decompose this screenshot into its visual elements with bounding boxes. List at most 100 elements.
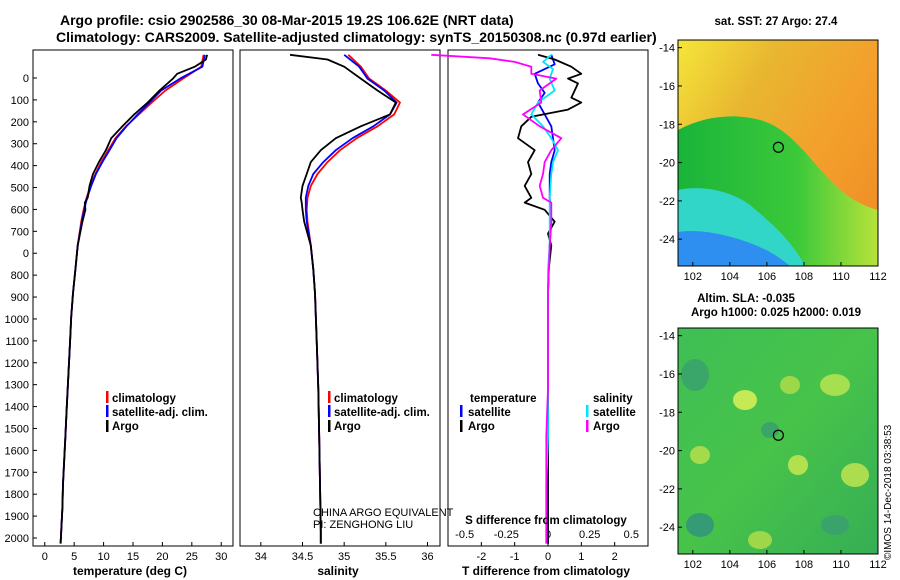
depth-tick-label: 1100	[5, 336, 29, 348]
sla-blob	[821, 515, 849, 535]
map-y-tick-label: -18	[659, 119, 675, 131]
legend-swatch-argo	[328, 420, 331, 432]
x-tick-label: -2	[476, 551, 486, 563]
map-x-tick-label: 106	[758, 559, 776, 571]
map-y-tick-label: -16	[659, 81, 675, 93]
x-tick-label: 36	[421, 551, 433, 563]
legend-swatch-s-satellite	[586, 405, 589, 417]
sst-x-ticks: 102 104 106 108 110 112	[684, 262, 887, 283]
legend-satellite-adj: satellite-adj. clim.	[334, 407, 430, 419]
temperature-panel: 0100200300400500600700080090010001100120…	[5, 49, 234, 578]
series-line-satellite-adj-clim-	[59, 54, 206, 544]
map-x-tick-label: 106	[758, 271, 776, 283]
map-x-tick-label: 112	[869, 271, 887, 283]
legend-swatch-satellite	[328, 405, 331, 417]
map-y-tick-label: -24	[659, 522, 675, 534]
depth-tick-label: 0	[23, 248, 29, 260]
salinity-legend: climatology satellite-adj. clim. Argo	[328, 391, 430, 433]
map-x-tick-label: 108	[795, 559, 813, 571]
legend-salinity-title: salinity	[593, 393, 633, 405]
depth-tick-label: 900	[11, 292, 29, 304]
series-line-climatology	[59, 54, 205, 544]
depth-tick-label: 1500	[5, 423, 29, 435]
x-tick-label: 2	[612, 551, 618, 563]
salinity-panel: 34 34.5 35 35.5 36 salinity climatology sate…	[239, 49, 454, 578]
x-tick-label: 25	[186, 551, 198, 563]
x-tick-label: 34	[255, 551, 267, 563]
temperature-lines	[59, 54, 208, 544]
depth-tick-label: 800	[11, 270, 29, 282]
sla-argo-marker	[772, 429, 784, 441]
x-tick-label: 35	[338, 551, 350, 563]
difference-panel: -2 -1 0 1 2 -0.5 -0.25 0 0.25 0.5 T difference f…	[431, 49, 649, 578]
title-line-1: Argo profile: csio 2902586_30 08-Mar-201…	[60, 12, 514, 28]
map-x-tick-label: 110	[832, 271, 850, 283]
depth-tick-label: 300	[11, 139, 29, 151]
x-tick-label: 0	[545, 551, 551, 563]
legend-climatology: climatology	[334, 393, 399, 405]
x-tick-label: 15	[127, 551, 139, 563]
series-line-argo	[289, 53, 397, 544]
sst-map-panel: sat. SST: 27 Argo: 27.4 -14-16-18-20-22-…	[659, 16, 887, 283]
sla-y-ticks: -14 -16 -18 -20 -22 -24	[659, 331, 682, 534]
series-line-climatology	[305, 54, 401, 544]
legend-swatch-climatology	[106, 391, 109, 403]
map-y-tick-label: -18	[659, 407, 675, 419]
x-tick-label: 34.5	[292, 551, 313, 563]
x-tick-label: 10	[97, 551, 109, 563]
s-diff-tick-label: 0.5	[624, 529, 639, 541]
legend-s-argo: Argo	[593, 421, 620, 433]
temperature-x-ticks: 0 5 10 15 20 25 30	[42, 542, 227, 563]
sla-blob	[820, 374, 850, 396]
legend-swatch-s-argo	[586, 420, 589, 432]
legend-t-satellite: satellite	[468, 407, 511, 419]
x-tick-label: 1	[578, 551, 584, 563]
salinity-frame	[239, 49, 441, 547]
sla-blob	[690, 446, 710, 464]
legend-swatch-climatology	[328, 391, 331, 403]
depth-tick-label: 1400	[5, 402, 29, 414]
sla-blob	[733, 390, 757, 410]
depth-tick-label: 100	[11, 95, 29, 107]
map-y-tick-label: -16	[659, 369, 675, 381]
sla-blob	[686, 513, 714, 537]
map-y-tick-label: -14	[659, 43, 675, 55]
legend-temperature-title: temperature	[470, 393, 536, 405]
sst-frame	[677, 39, 879, 267]
title-line-2: Climatology: CARS2009. Satellite-adjuste…	[56, 29, 657, 45]
imos-timestamp: ©IMOS 14-Dec-2018 03:38:53	[883, 424, 894, 560]
legend-swatch-satellite	[106, 405, 109, 417]
sla-blob	[788, 455, 808, 475]
series-line-s-argo	[431, 53, 563, 544]
map-y-tick-label: -22	[659, 196, 675, 208]
depth-tick-label: 700	[11, 226, 29, 238]
legend-s-satellite: satellite	[593, 407, 636, 419]
map-x-tick-label: 102	[684, 559, 702, 571]
sla-x-ticks: 102 104 106 108 110 112	[684, 550, 887, 571]
legend-argo: Argo	[112, 421, 139, 433]
legend-satellite-adj: satellite-adj. clim.	[112, 407, 208, 419]
depth-tick-label: 500	[11, 183, 29, 195]
map-x-tick-label: 102	[684, 271, 702, 283]
map-x-tick-label: 110	[832, 559, 850, 571]
depth-tick-label: 1800	[5, 489, 29, 501]
sla-blob	[841, 463, 869, 487]
map-y-tick-label: -20	[659, 158, 675, 170]
depth-tick-label: 1900	[5, 511, 29, 523]
s-diff-tick-label: 0.25	[579, 529, 600, 541]
s-diff-tick-label: -0.5	[455, 529, 474, 541]
map-y-tick-label: -14	[659, 331, 675, 343]
depth-tick-label: 1000	[5, 314, 29, 326]
x-tick-label: 30	[215, 551, 227, 563]
sla-map-panel: Altim. SLA: -0.035 Argo h1000: 0.025 h20…	[659, 293, 887, 571]
x-tick-label: 5	[71, 551, 77, 563]
sla-blobs	[681, 359, 869, 549]
map-y-tick-label: -24	[659, 234, 675, 246]
legend-swatch-t-satellite	[460, 405, 463, 417]
sla-frame	[677, 327, 879, 555]
difference-legend: temperature satellite Argo salinity sate…	[460, 393, 636, 433]
sla-blob	[748, 531, 772, 549]
legend-climatology: climatology	[112, 393, 177, 405]
sla-map-title-1: Altim. SLA: -0.035	[697, 293, 795, 305]
